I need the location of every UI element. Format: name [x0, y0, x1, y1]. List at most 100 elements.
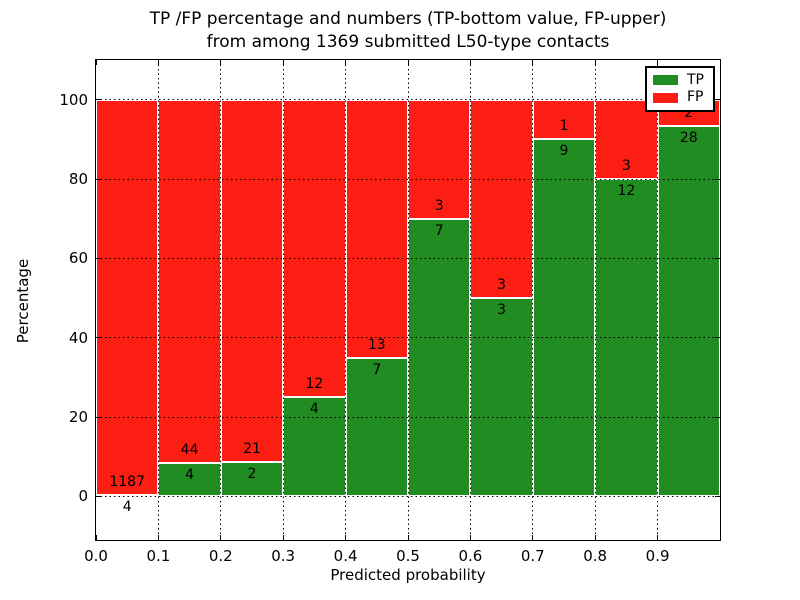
x-tick-mark — [532, 535, 534, 540]
tp-count-label: 28 — [679, 130, 698, 147]
x-tick-mark — [345, 60, 347, 65]
x-tick-label: 0.9 — [645, 547, 670, 565]
fp-bar-segment — [408, 99, 471, 219]
fp-count-label: 21 — [243, 440, 261, 457]
y-tick-mark — [715, 257, 720, 259]
legend-entry-tp: TP — [653, 71, 707, 88]
legend-label-tp: TP — [687, 71, 704, 88]
fp-count-label: 3 — [434, 197, 444, 214]
tp-legend-swatch-icon — [653, 75, 678, 86]
y-tick-mark — [96, 495, 101, 497]
vertical-gridline — [594, 60, 596, 540]
vertical-gridline — [469, 60, 471, 540]
legend: TP FP — [645, 66, 715, 112]
fp-count-label: 2 — [684, 105, 694, 122]
y-tick-label: 80 — [68, 170, 88, 188]
x-tick-label: 0.6 — [458, 547, 483, 565]
chart-title: TP /FP percentage and numbers (TP-bottom… — [96, 8, 720, 54]
y-tick-mark — [715, 337, 720, 339]
tp-count-label: 7 — [434, 222, 444, 239]
chart-title-line2: from among 1369 submitted L50-type conta… — [206, 32, 610, 52]
fp-count-label: 1 — [559, 118, 569, 135]
x-tick-mark — [657, 535, 659, 540]
x-tick-mark — [282, 60, 284, 65]
tp-count-label: 2 — [247, 465, 257, 482]
horizontal-gridline — [96, 337, 720, 339]
vertical-gridline — [407, 60, 409, 540]
tp-bar-segment — [657, 126, 720, 497]
horizontal-gridline — [96, 495, 720, 497]
vertical-gridline — [657, 60, 659, 540]
x-tick-mark — [469, 535, 471, 540]
y-tick-mark — [715, 416, 720, 418]
tp-count-label: 9 — [559, 143, 569, 160]
horizontal-gridline — [96, 99, 720, 101]
x-tick-label: 0.7 — [520, 547, 545, 565]
x-tick-mark — [345, 535, 347, 540]
vertical-gridline — [220, 60, 222, 540]
y-tick-mark — [96, 257, 101, 259]
fp-count-label: 3 — [497, 277, 507, 294]
x-tick-mark — [657, 60, 659, 65]
horizontal-gridline — [96, 257, 720, 259]
y-tick-mark — [96, 337, 101, 339]
fp-count-label: 13 — [367, 336, 386, 353]
y-tick-label: 60 — [68, 249, 88, 268]
y-axis-label: Percentage — [14, 258, 32, 344]
vertical-gridline — [532, 60, 534, 540]
y-tick-mark — [715, 178, 720, 180]
x-tick-label: 0.4 — [333, 547, 358, 565]
legend-label-fp: FP — [687, 89, 704, 106]
fp-count-label: 1187 — [109, 474, 145, 491]
y-tick-label: 40 — [68, 328, 88, 347]
vertical-gridline — [157, 60, 159, 540]
x-tick-label: 0.3 — [271, 547, 296, 565]
fp-bar-segment — [158, 99, 221, 464]
y-tick-mark — [715, 99, 720, 101]
x-tick-label: 0.5 — [396, 547, 420, 565]
x-tick-label: 0.1 — [146, 547, 171, 565]
x-axis-label: Predicted probability — [330, 566, 486, 584]
tp-bar-segment — [408, 218, 471, 497]
fp-count-label: 3 — [621, 158, 631, 174]
tp-bar-segment — [283, 397, 346, 497]
tp-bar-segment — [470, 298, 533, 497]
tp-count-label: 7 — [372, 361, 382, 378]
legend-entry-fp: FP — [653, 90, 707, 105]
x-tick-mark — [220, 535, 222, 540]
fp-bar-segment — [470, 99, 533, 298]
fp-count-label: 12 — [305, 376, 324, 393]
tp-bar-segment — [158, 463, 221, 497]
y-tick-mark — [96, 178, 101, 180]
plot-area: 1187 4 44 4 21 2 12 4 13 7 3 7 3 3 1 9 3 12 2 28 — [95, 59, 721, 541]
y-tick-label: 0 — [78, 487, 88, 506]
tp-bar-segment — [532, 139, 596, 497]
x-tick-mark — [95, 60, 97, 65]
tp-count-label: 4 — [185, 467, 195, 484]
y-tick-label: 100 — [59, 90, 88, 109]
vertical-gridline — [345, 60, 347, 540]
tp-count-label: 3 — [497, 302, 507, 319]
x-tick-mark — [282, 535, 284, 540]
y-tick-mark — [96, 99, 101, 101]
fp-bar-segment — [220, 99, 284, 462]
x-tick-mark — [469, 60, 471, 65]
x-tick-label: 0.2 — [208, 547, 233, 565]
vertical-gridline — [282, 60, 284, 540]
x-tick-mark — [407, 60, 409, 65]
x-tick-mark — [157, 60, 159, 65]
chart-title-line1: TP /FP percentage and numbers (TP-bottom… — [149, 9, 667, 29]
fp-bar-segment — [595, 99, 658, 179]
fp-bar-segment — [283, 99, 346, 398]
x-tick-label: 0.8 — [583, 547, 608, 565]
x-tick-mark — [407, 535, 409, 540]
x-tick-label: 0.0 — [84, 547, 108, 565]
tp-count-label: 4 — [122, 499, 132, 516]
y-tick-label: 20 — [68, 408, 88, 427]
y-tick-mark — [96, 416, 101, 418]
x-tick-mark — [594, 60, 596, 65]
tp-bar-segment — [345, 357, 408, 497]
fp-legend-swatch-icon — [653, 92, 678, 103]
tp-count-label: 12 — [617, 183, 636, 199]
